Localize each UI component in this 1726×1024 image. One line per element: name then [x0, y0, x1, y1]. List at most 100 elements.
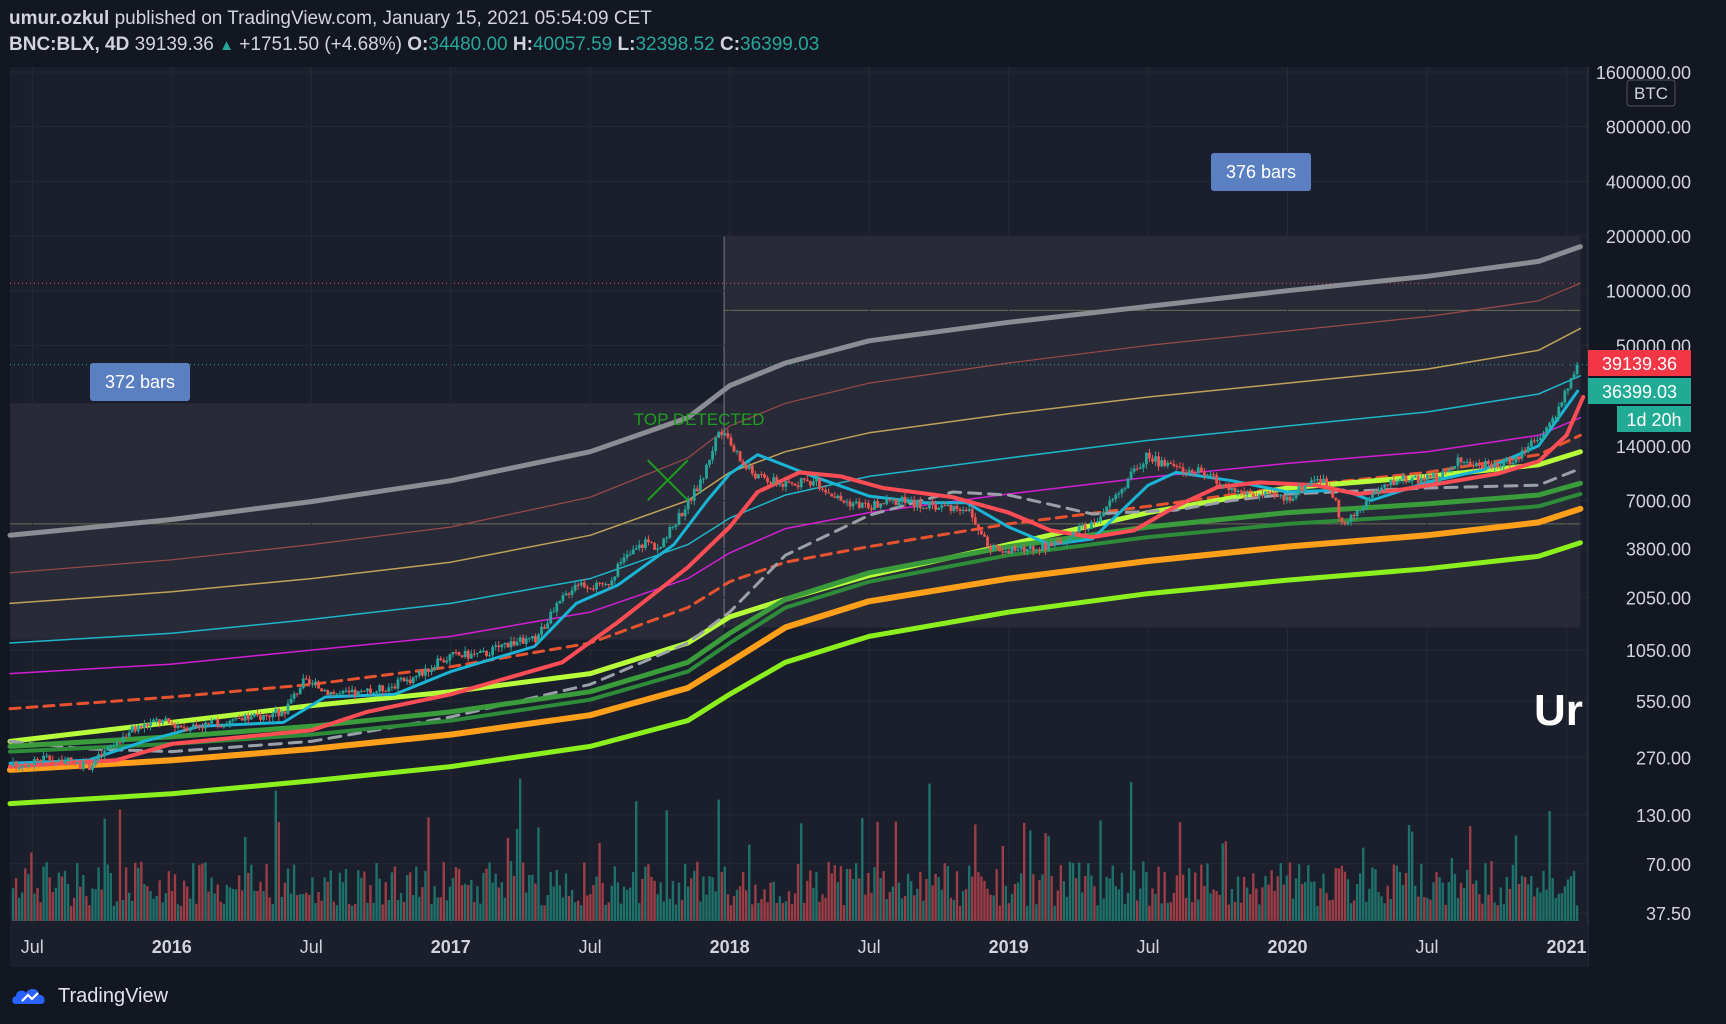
candle-body [640, 544, 644, 548]
candle-body [405, 679, 409, 682]
close-price-label-bg [1588, 378, 1691, 404]
volume-bar [864, 894, 867, 921]
last-price-label-bg [1588, 350, 1691, 376]
indicator-line-cyan-long [9, 375, 1582, 644]
candle-body [1270, 492, 1274, 494]
candle-body [176, 725, 180, 728]
volume-bar [714, 891, 717, 921]
candle-body [1306, 484, 1310, 486]
candle-body [1407, 481, 1411, 483]
candle-body [1193, 472, 1197, 474]
last-price: 39139.36 [134, 34, 214, 55]
annotations: 372 bars 376 bars TOP DETECTED Ur [90, 153, 1583, 735]
volume-bar [763, 889, 766, 921]
volume-bar [21, 892, 24, 921]
volume-bar [1090, 875, 1093, 921]
candle-body [1239, 490, 1243, 492]
volume-bar [460, 885, 464, 921]
open-label: O: [407, 34, 429, 55]
volume-bar [564, 873, 568, 921]
volume-bar [595, 876, 598, 921]
volume-bar [607, 902, 610, 921]
volume-bar [94, 889, 97, 921]
volume-bar [1038, 879, 1041, 921]
candle-body [943, 505, 947, 507]
volume-bar [598, 843, 601, 921]
time-axis[interactable]: Jul 2016 Jul 2017 Jul 2018 Jul 2019 Jul 2020 Jul 20… [10, 925, 1588, 967]
volume-bar [399, 892, 403, 921]
volume-bar [1181, 874, 1185, 921]
price-change: +1751.50 (+4.68%) [239, 34, 402, 55]
candle-body [1221, 484, 1225, 486]
volume-bar [827, 861, 830, 921]
candle-body [567, 593, 571, 595]
volume-bar [1441, 882, 1444, 921]
price-tick-label: 100000.00 [1606, 282, 1691, 302]
volume-bar [885, 899, 888, 921]
candle-body [601, 583, 605, 585]
price-axis[interactable]: 1600000.00 800000.00 400000.00 200000.00 100… [1587, 63, 1726, 967]
candle-body [191, 724, 195, 729]
candle-body [543, 626, 546, 629]
candle-body [1453, 466, 1457, 469]
candle-body [1331, 487, 1335, 498]
candle-body [946, 504, 950, 506]
volume-bar [418, 896, 421, 921]
volume-bar [390, 872, 394, 921]
volume-bar [1423, 897, 1426, 921]
candle-body [39, 760, 42, 762]
volume-bar [839, 866, 843, 921]
volume-bar [1169, 902, 1173, 921]
candle-body [753, 473, 757, 479]
volume-bar [1074, 878, 1078, 921]
volume-bar [433, 886, 436, 921]
candle-body [839, 495, 843, 501]
candle-body [216, 719, 220, 727]
candle-body [246, 714, 250, 720]
volume-bar [570, 890, 574, 921]
candle-body [866, 502, 870, 509]
candle-body [695, 488, 699, 492]
candle-body [1496, 463, 1500, 468]
volume-bar [256, 890, 259, 921]
volume-bar [583, 862, 586, 921]
volume-bar [1447, 882, 1450, 921]
candle-body [427, 668, 430, 673]
volume-bar [1200, 864, 1203, 921]
candle-body [518, 637, 522, 642]
candle-body [1227, 486, 1231, 491]
volume-bar [1316, 905, 1319, 921]
candle-body [1545, 427, 1548, 435]
candle-body [619, 562, 623, 564]
volume-bar [748, 844, 751, 921]
volume-bar [176, 904, 180, 921]
symbol-label[interactable]: BNC:BLX, 4D [9, 34, 130, 55]
candle-body [66, 757, 70, 761]
tradingview-brand[interactable]: TradingView [10, 984, 168, 1008]
volume-bar [1456, 898, 1460, 921]
candle-body [399, 677, 403, 680]
candle-body [274, 708, 278, 714]
candle-body [1426, 474, 1429, 481]
volume-bar [112, 905, 116, 921]
volume-bar [262, 891, 265, 921]
volume-bar [1520, 875, 1524, 921]
volume-bar [1035, 904, 1038, 921]
author-name[interactable]: umur.ozkul [9, 8, 110, 29]
candle-body [1490, 463, 1493, 468]
volume-bar [549, 872, 552, 921]
candle-body [439, 658, 443, 661]
candle-body [494, 645, 498, 647]
candle-body [243, 714, 247, 721]
volume-bar [717, 799, 720, 921]
volume-bar [854, 863, 858, 921]
volume-bar [228, 887, 232, 921]
candle-body [430, 669, 433, 673]
candle-body [595, 582, 598, 590]
volume-bar [88, 905, 91, 921]
time-tick-label: Jul [579, 937, 602, 957]
candle-body [271, 713, 275, 718]
volume-bar [1319, 888, 1322, 921]
candle-body [799, 478, 803, 488]
